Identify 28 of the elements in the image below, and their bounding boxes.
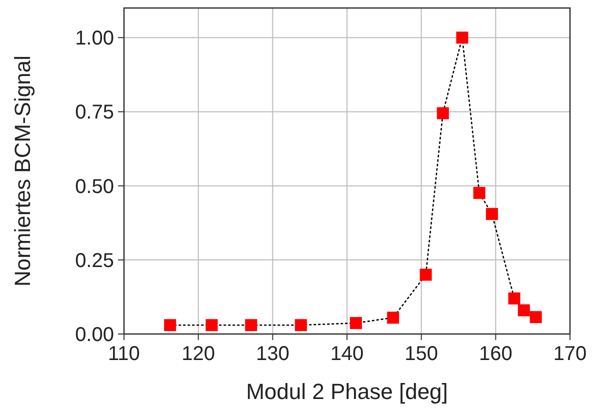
y-axis-title: Normiertes BCM-Signal — [10, 55, 35, 287]
x-tick-label: 150 — [404, 343, 438, 365]
x-tick-label: 160 — [478, 343, 512, 365]
point — [436, 107, 449, 120]
x-tick-label: 110 — [108, 343, 140, 365]
x-axis-title: Modul 2 Phase [deg] — [246, 379, 448, 404]
point — [518, 304, 530, 316]
point — [350, 317, 362, 330]
x-tick-label: 140 — [330, 343, 364, 365]
y-tick-label: 0.25 — [75, 250, 114, 272]
point — [387, 312, 400, 324]
point — [206, 319, 218, 332]
y-tick-label: 0.00 — [75, 324, 114, 346]
point — [164, 319, 176, 332]
point — [486, 208, 498, 220]
point — [456, 32, 468, 44]
point — [473, 186, 486, 199]
y-tick-label: 0.50 — [75, 176, 114, 198]
point — [508, 292, 520, 304]
point — [245, 319, 258, 332]
point — [294, 319, 307, 332]
y-tick-label: 0.75 — [75, 102, 114, 124]
y-tick-label: 1.00 — [75, 28, 114, 50]
point — [530, 311, 542, 324]
x-tick-label: 130 — [256, 343, 290, 365]
x-tick-label: 120 — [182, 343, 216, 365]
point — [420, 268, 432, 281]
x-tick-label: 170 — [553, 343, 587, 365]
